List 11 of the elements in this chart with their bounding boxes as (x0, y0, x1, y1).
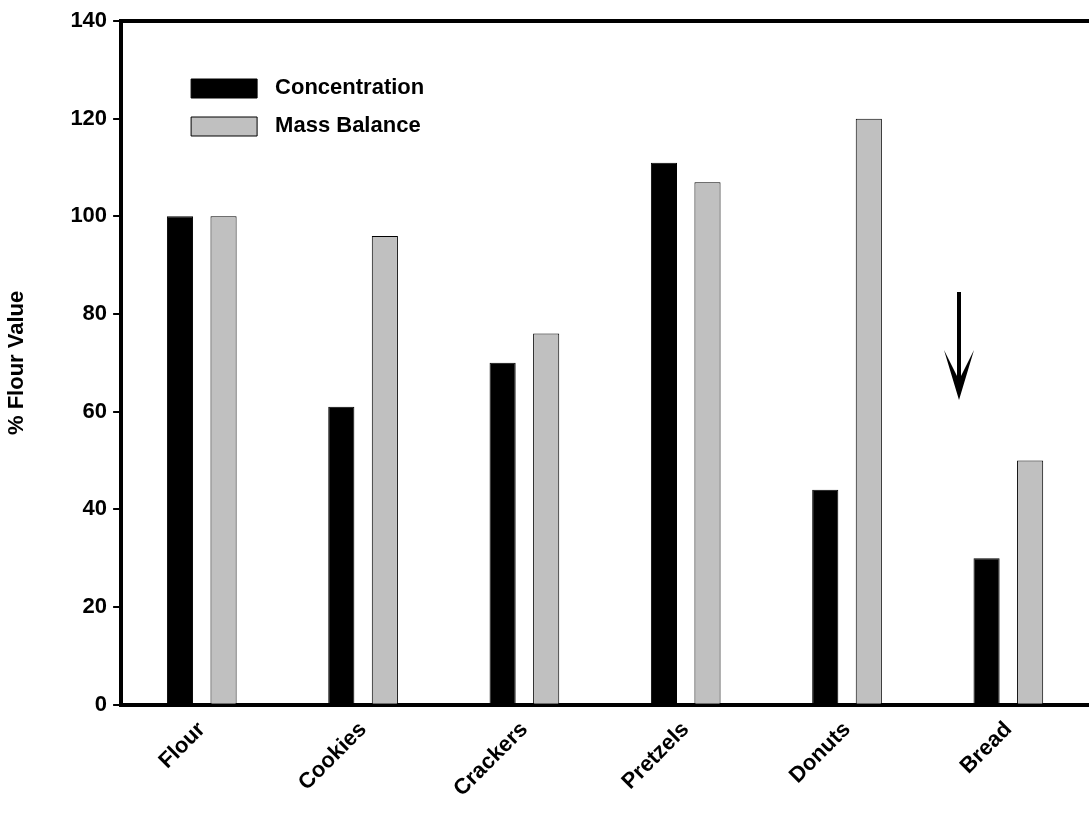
y-tick-label: 140 (70, 7, 108, 33)
y-tick-label: 20 (82, 593, 108, 619)
legend-label: Concentration (275, 74, 425, 100)
y-tick-label: 0 (94, 690, 108, 716)
y-tick-label: 40 (82, 495, 108, 521)
y-tick-label: 80 (82, 300, 108, 326)
y-tick-label: 60 (82, 397, 108, 423)
y-tick-label: 120 (70, 104, 108, 130)
y-axis-title: % Flour Value (3, 290, 29, 435)
legend-label: Mass Balance (275, 112, 421, 138)
y-tick-label: 100 (70, 202, 108, 228)
